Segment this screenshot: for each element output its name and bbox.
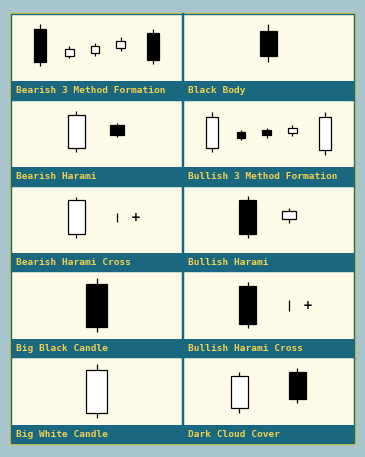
Text: +: +: [303, 299, 313, 312]
Text: Bearish Harami: Bearish Harami: [16, 172, 97, 181]
Bar: [11, 186, 182, 271]
Bar: [237, 132, 245, 138]
Bar: [11, 253, 182, 271]
Text: Bullish 3 Method Formation: Bullish 3 Method Formation: [188, 172, 337, 181]
Bar: [87, 284, 107, 327]
Bar: [182, 167, 354, 186]
Bar: [182, 425, 354, 443]
Bar: [34, 29, 46, 63]
Bar: [11, 339, 182, 357]
Text: Big White Candle: Big White Candle: [16, 430, 108, 439]
Bar: [11, 271, 182, 357]
Bar: [87, 370, 107, 413]
Bar: [11, 357, 182, 443]
Bar: [182, 271, 354, 357]
Bar: [262, 130, 271, 135]
Bar: [239, 201, 256, 234]
Bar: [288, 128, 297, 133]
Bar: [11, 425, 182, 443]
Bar: [319, 117, 331, 150]
Bar: [182, 339, 354, 357]
Bar: [11, 167, 182, 186]
Bar: [68, 115, 85, 149]
Text: Bearish 3 Method Formation: Bearish 3 Method Formation: [16, 86, 166, 95]
Bar: [11, 100, 182, 186]
Bar: [182, 357, 354, 443]
Bar: [289, 372, 306, 399]
Text: Bearish Harami Cross: Bearish Harami Cross: [16, 258, 131, 267]
Text: Big Black Candle: Big Black Candle: [16, 344, 108, 353]
Bar: [260, 31, 277, 56]
Bar: [231, 376, 248, 408]
Bar: [68, 201, 85, 234]
Bar: [282, 211, 296, 219]
Bar: [205, 117, 218, 149]
Text: +: +: [131, 211, 141, 224]
Bar: [65, 49, 74, 56]
Bar: [182, 81, 354, 100]
Text: Bullish Harami: Bullish Harami: [188, 258, 268, 267]
Bar: [116, 41, 125, 48]
Bar: [11, 81, 182, 100]
Bar: [182, 14, 354, 100]
Bar: [239, 287, 256, 324]
Text: Black Body: Black Body: [188, 86, 245, 95]
Bar: [91, 46, 99, 53]
Text: Bullish Harami Cross: Bullish Harami Cross: [188, 344, 303, 353]
Bar: [11, 14, 182, 100]
Bar: [111, 125, 124, 135]
Bar: [147, 32, 160, 60]
Bar: [182, 186, 354, 271]
Bar: [182, 253, 354, 271]
Text: Dark Cloud Cover: Dark Cloud Cover: [188, 430, 280, 439]
Bar: [182, 100, 354, 186]
